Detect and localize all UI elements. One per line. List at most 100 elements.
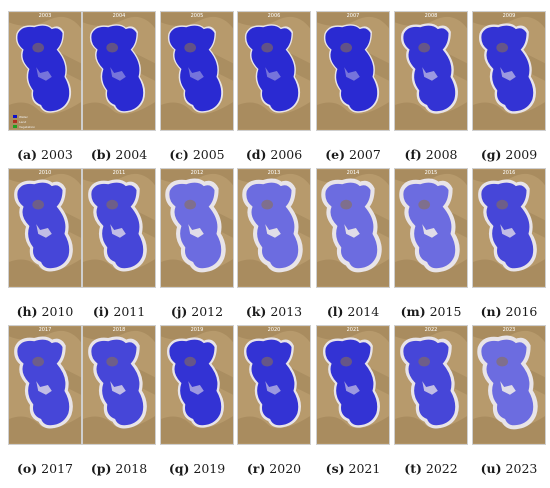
panel-year-label: 2019	[190, 327, 204, 333]
panel-year-label: 2017	[38, 327, 52, 333]
satellite-image: 2015	[394, 168, 468, 288]
panel-year-label: 2011	[112, 170, 126, 176]
panel-caption: (c) 2005	[152, 147, 242, 162]
caption-year: 2006	[270, 147, 303, 162]
caption-letter: (u)	[480, 461, 502, 476]
caption-letter: (p)	[90, 461, 112, 476]
caption-year: 2005	[192, 147, 225, 162]
panel-2007: 2007 (e) 2007	[316, 11, 390, 174]
satellite-image: 2005	[160, 11, 234, 131]
caption-year: 2010	[41, 304, 74, 319]
panel-year-label: 2008	[424, 13, 438, 19]
panel-year-label: 2016	[502, 170, 516, 176]
satellite-image: 2008	[394, 11, 468, 131]
caption-letter: (b)	[90, 147, 112, 162]
caption-letter: (t)	[404, 461, 422, 476]
caption-year: 2022	[425, 461, 458, 476]
panel-caption: (o) 2017	[0, 461, 90, 476]
panel-caption: (s) 2021	[308, 461, 398, 476]
caption-year: 2023	[505, 461, 538, 476]
panel-2008: 2008 (f) 2008	[394, 11, 468, 174]
panel-caption: (a) 2003	[0, 147, 90, 162]
caption-letter: (o)	[17, 461, 38, 476]
satellite-image: 2013	[237, 168, 311, 288]
caption-letter: (r)	[246, 461, 266, 476]
panel-2006: 2006 (d) 2006	[237, 11, 311, 174]
satellite-image: 2014	[316, 168, 390, 288]
panel-year-label: 2023	[502, 327, 516, 333]
legend-item: Land	[13, 119, 47, 124]
panel-2018: 2018 (p) 2018	[82, 325, 156, 488]
panel-year-label: 2018	[112, 327, 126, 333]
panel-caption: (e) 2007	[308, 147, 398, 162]
panel-2023: 2023 (u) 2023	[472, 325, 546, 488]
caption-year: 2012	[191, 304, 224, 319]
panel-year-label: 2013	[267, 170, 281, 176]
panel-year-label: 2021	[346, 327, 360, 333]
panel-year-label: 2010	[38, 170, 52, 176]
panel-year-label: 2015	[424, 170, 438, 176]
panel-2020: 2020 (r) 2020	[237, 325, 311, 488]
caption-letter: (l)	[326, 304, 344, 319]
caption-year: 2003	[41, 147, 73, 162]
panel-2016: 2016 (n) 2016	[472, 168, 546, 331]
panel-caption: (k) 2013	[229, 304, 319, 319]
panel-year-label: 2014	[346, 170, 360, 176]
caption-letter: (i)	[92, 304, 110, 319]
panel-caption: (b) 2004	[74, 147, 164, 162]
satellite-image: 2010	[8, 168, 82, 288]
caption-year: 2013	[270, 304, 303, 319]
panel-caption: (l) 2014	[308, 304, 398, 319]
legend-label: Vegetation	[19, 124, 36, 129]
caption-year: 2020	[269, 461, 302, 476]
legend-label: Water	[19, 114, 28, 119]
panel-caption: (t) 2022	[386, 461, 476, 476]
panel-2013: 2013 (k) 2013	[237, 168, 311, 331]
panel-caption: (j) 2012	[152, 304, 242, 319]
caption-year: 2021	[348, 461, 381, 476]
panel-caption: (f) 2008	[386, 147, 476, 162]
caption-letter: (n)	[480, 304, 502, 319]
satellite-image: 2003 Water Land Vegetation	[8, 11, 82, 131]
panel-2010: 2010 (h) 2010	[8, 168, 82, 331]
satellite-image: 2019	[160, 325, 234, 445]
panel-caption: (q) 2019	[152, 461, 242, 476]
panel-year-label: 2005	[190, 13, 204, 19]
caption-year: 2009	[505, 147, 538, 162]
panel-year-label: 2020	[267, 327, 281, 333]
panel-caption: (d) 2006	[229, 147, 319, 162]
caption-letter: (s)	[325, 461, 345, 476]
panel-caption: (n) 2016	[464, 304, 550, 319]
legend-item: Vegetation	[13, 124, 47, 129]
satellite-image: 2017	[8, 325, 82, 445]
caption-year: 2019	[193, 461, 226, 476]
caption-letter: (c)	[169, 147, 189, 162]
panel-year-label: 2007	[346, 13, 360, 19]
caption-letter: (q)	[168, 461, 190, 476]
legend-swatch	[13, 115, 17, 118]
panel-2005: 2005 (c) 2005	[160, 11, 234, 174]
satellite-image: 2004	[82, 11, 156, 131]
satellite-image: 2022	[394, 325, 468, 445]
caption-year: 2011	[113, 304, 146, 319]
panel-year-label: 2004	[112, 13, 126, 19]
satellite-image: 2009	[472, 11, 546, 131]
panel-year-label: 2006	[267, 13, 281, 19]
legend-label: Land	[19, 119, 27, 124]
panel-2012: 2012 (j) 2012	[160, 168, 234, 331]
caption-year: 2018	[115, 461, 148, 476]
caption-letter: (k)	[245, 304, 267, 319]
legend-swatch	[13, 125, 17, 128]
caption-year: 2015	[429, 304, 462, 319]
panel-caption: (h) 2010	[0, 304, 90, 319]
panel-2011: 2011 (i) 2011	[82, 168, 156, 331]
satellite-image: 2020	[237, 325, 311, 445]
caption-letter: (h)	[16, 304, 38, 319]
panel-2014: 2014 (l) 2014	[316, 168, 390, 331]
satellite-image: 2006	[237, 11, 311, 131]
panel-2004: 2004 (b) 2004	[82, 11, 156, 174]
panel-caption: (u) 2023	[464, 461, 550, 476]
legend-item: Water	[13, 114, 47, 119]
caption-letter: (a)	[17, 147, 38, 162]
